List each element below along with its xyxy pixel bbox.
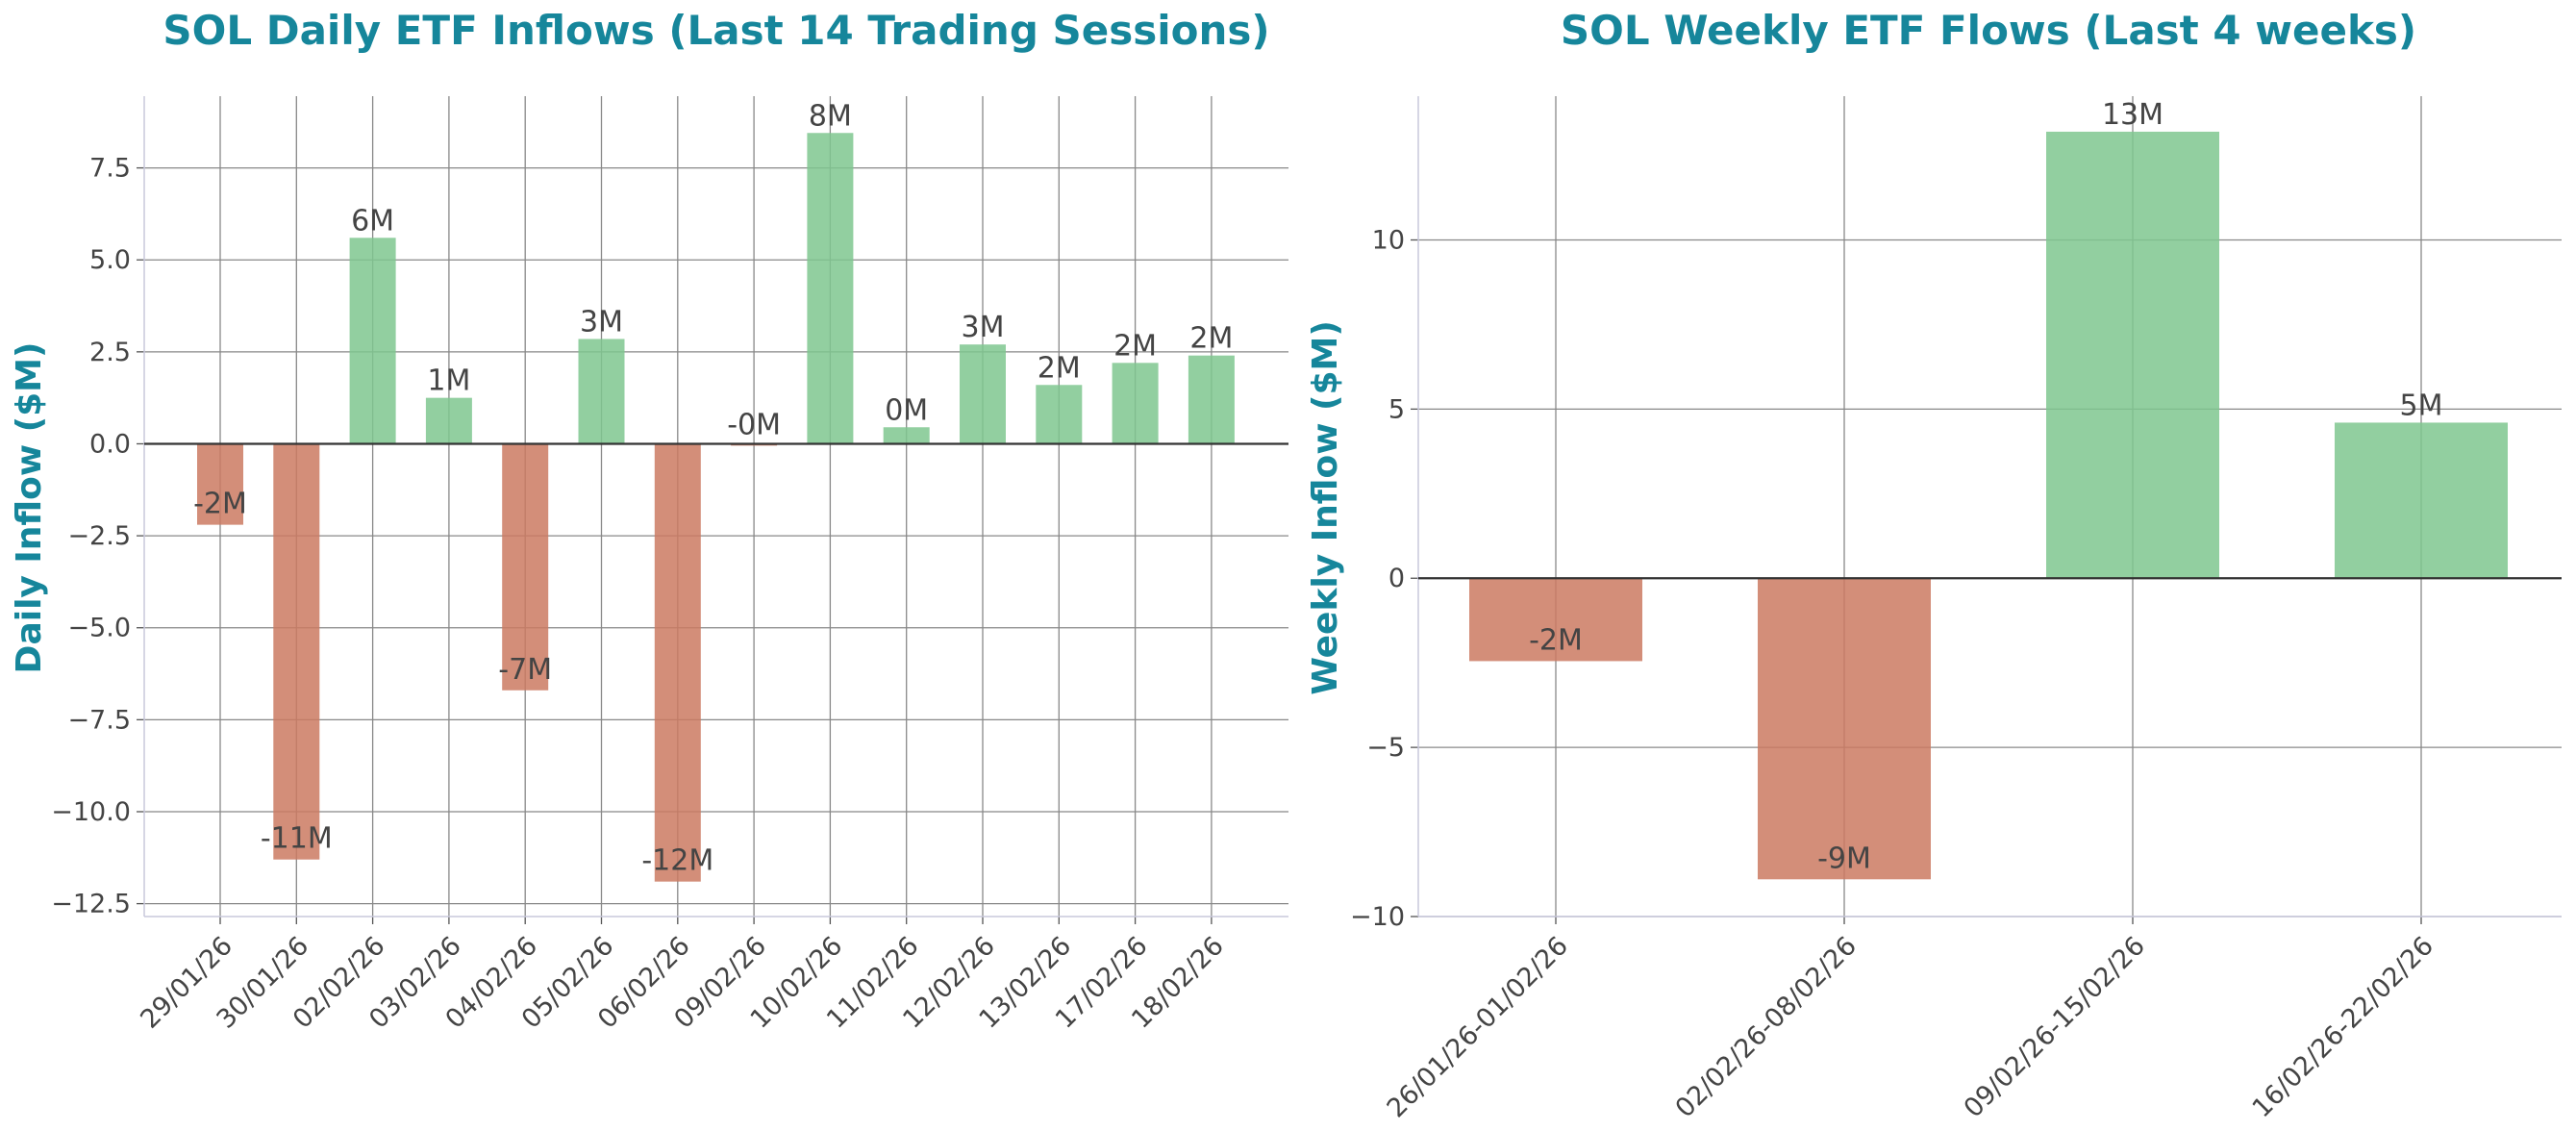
bar bbox=[960, 344, 1006, 444]
y-tick-label: −7.5 bbox=[67, 705, 131, 735]
weekly-y-axis-label: Weekly Inflow ($M) bbox=[1306, 320, 1345, 695]
data-label: 1M bbox=[427, 364, 470, 398]
y-tick-label: 5 bbox=[1388, 394, 1405, 424]
y-tick-label: 5.0 bbox=[89, 245, 131, 275]
x-tick-label: 16/02/26-22/02/26 bbox=[2247, 931, 2439, 1123]
bar bbox=[654, 443, 701, 882]
weekly-chart-title: SOL Weekly ETF Flows (Last 4 weeks) bbox=[1561, 7, 2416, 54]
data-label: 2M bbox=[1038, 351, 1081, 385]
data-label: -0M bbox=[727, 408, 781, 441]
x-tick-label: 26/01/26-01/02/26 bbox=[1382, 931, 1574, 1123]
y-tick-label: −2.5 bbox=[67, 521, 131, 551]
data-label: -2M bbox=[193, 488, 247, 521]
bar bbox=[425, 397, 472, 444]
bar bbox=[349, 238, 396, 444]
data-label: 5M bbox=[2400, 389, 2443, 422]
bar bbox=[2335, 422, 2508, 579]
y-tick-label: −10 bbox=[1350, 902, 1405, 932]
bar bbox=[502, 443, 549, 691]
bar bbox=[197, 443, 243, 525]
data-label: -7M bbox=[498, 653, 552, 687]
bar bbox=[1112, 363, 1159, 444]
y-tick-label: 0 bbox=[1388, 564, 1405, 593]
data-label: -2M bbox=[1529, 623, 1583, 657]
y-tick-label: −12.5 bbox=[51, 890, 131, 919]
data-label: 0M bbox=[885, 393, 928, 427]
data-label: 2M bbox=[1113, 329, 1157, 363]
data-label: 13M bbox=[2102, 98, 2163, 132]
x-tick-label: 09/02/26-15/02/26 bbox=[1959, 931, 2151, 1123]
x-tick-label: 02/02/26-08/02/26 bbox=[1670, 931, 1863, 1123]
y-tick-label: 10 bbox=[1372, 225, 1405, 255]
bar bbox=[1188, 355, 1235, 444]
weekly-flows-chart: SOL Weekly ETF Flows (Last 4 weeks) Week… bbox=[1306, 7, 2562, 1123]
data-label: 3M bbox=[580, 305, 623, 339]
bar bbox=[273, 443, 320, 860]
bar bbox=[578, 339, 625, 444]
bar bbox=[1469, 578, 1642, 662]
y-tick-label: −5.0 bbox=[67, 614, 131, 643]
bar bbox=[1036, 385, 1083, 444]
data-label: -9M bbox=[1817, 842, 1871, 875]
daily-inflows-chart: SOL Daily ETF Inflows (Last 14 Trading S… bbox=[10, 7, 1288, 1035]
y-tick-label: −5 bbox=[1366, 733, 1405, 763]
bar bbox=[807, 133, 854, 444]
data-label: 6M bbox=[351, 204, 394, 238]
data-label: -11M bbox=[261, 822, 333, 856]
daily-y-axis-label: Daily Inflow ($M) bbox=[10, 342, 49, 674]
data-label: 2M bbox=[1189, 322, 1233, 356]
bar bbox=[883, 427, 930, 444]
data-label: 3M bbox=[962, 311, 1005, 344]
bar bbox=[2046, 131, 2219, 579]
data-label: -12M bbox=[641, 844, 713, 878]
bar bbox=[1758, 578, 1931, 880]
daily-chart-title: SOL Daily ETF Inflows (Last 14 Trading S… bbox=[163, 7, 1269, 54]
data-label: 8M bbox=[809, 99, 852, 133]
y-tick-label: 2.5 bbox=[89, 338, 131, 367]
y-tick-label: −10.0 bbox=[51, 797, 131, 827]
y-tick-label: 0.0 bbox=[89, 429, 131, 459]
y-tick-label: 7.5 bbox=[89, 154, 131, 184]
